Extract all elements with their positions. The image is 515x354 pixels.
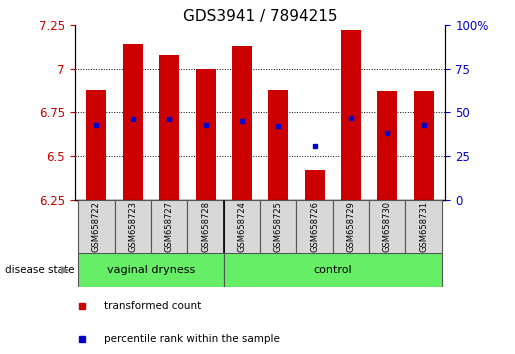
Text: GSM658723: GSM658723 <box>128 201 138 252</box>
Text: disease state: disease state <box>5 265 75 275</box>
Bar <box>224 253 442 287</box>
Bar <box>414 91 434 200</box>
Text: percentile rank within the sample: percentile rank within the sample <box>105 334 280 344</box>
Bar <box>196 69 216 200</box>
Text: GSM658724: GSM658724 <box>237 201 246 252</box>
Text: GSM658730: GSM658730 <box>383 201 392 252</box>
Bar <box>333 200 369 253</box>
Bar <box>297 200 333 253</box>
Bar <box>268 90 288 200</box>
Bar <box>123 44 143 200</box>
Bar <box>341 30 361 200</box>
Text: GSM658727: GSM658727 <box>165 201 174 252</box>
Text: GSM658731: GSM658731 <box>419 201 428 252</box>
Bar <box>78 200 115 253</box>
Text: transformed count: transformed count <box>105 301 201 310</box>
Bar <box>405 200 442 253</box>
Title: GDS3941 / 7894215: GDS3941 / 7894215 <box>183 8 337 24</box>
Text: GSM658725: GSM658725 <box>274 201 283 252</box>
Bar <box>159 55 179 200</box>
Text: GSM658726: GSM658726 <box>310 201 319 252</box>
Bar <box>87 90 107 200</box>
Text: GSM658728: GSM658728 <box>201 201 210 252</box>
Bar <box>78 253 224 287</box>
Bar <box>377 91 397 200</box>
Bar <box>187 200 224 253</box>
Bar <box>260 200 297 253</box>
Text: control: control <box>314 265 352 275</box>
Bar <box>304 170 324 200</box>
Bar <box>224 200 260 253</box>
Text: GSM658729: GSM658729 <box>347 201 355 252</box>
Text: GSM658722: GSM658722 <box>92 201 101 252</box>
Bar <box>369 200 405 253</box>
Text: ▶: ▶ <box>61 265 70 275</box>
Bar <box>115 200 151 253</box>
Text: vaginal dryness: vaginal dryness <box>107 265 195 275</box>
Bar <box>151 200 187 253</box>
Bar <box>232 46 252 200</box>
